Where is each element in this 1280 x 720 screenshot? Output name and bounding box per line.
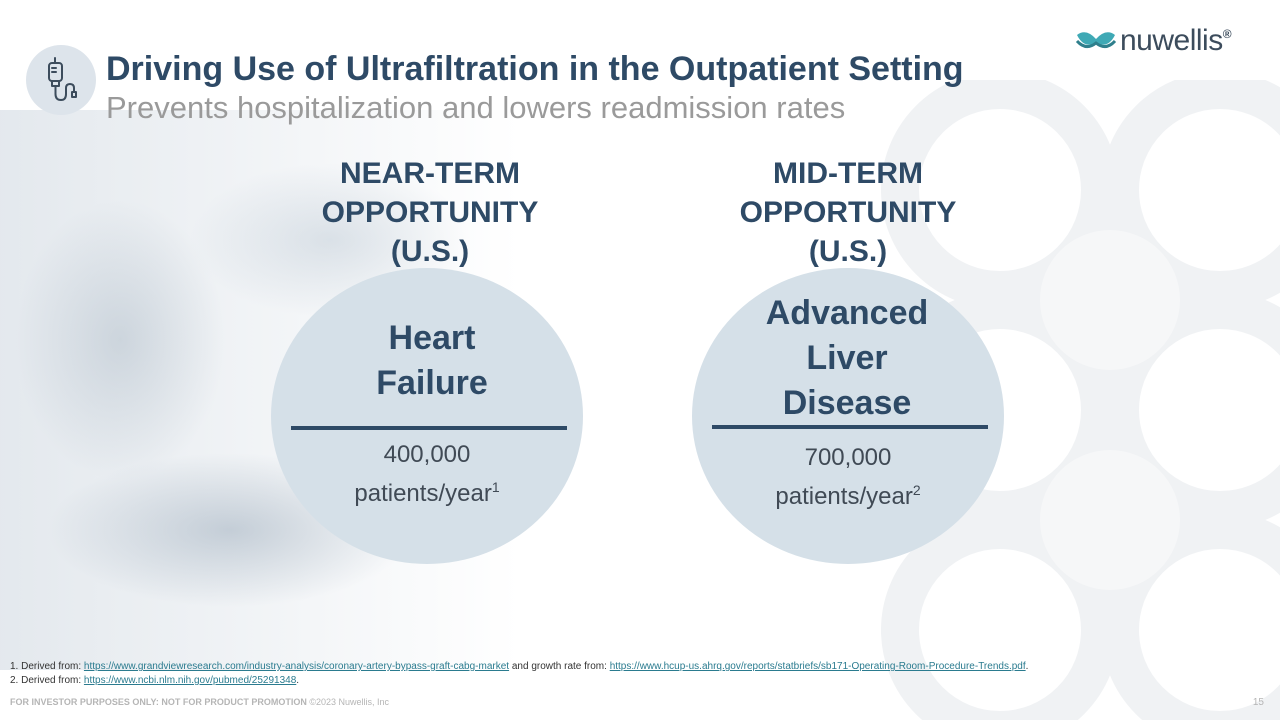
footnote-2-suffix: . xyxy=(296,675,300,686)
footnote-2: 2. Derived from: https://www.ncbi.nlm.ni… xyxy=(10,674,1028,688)
footnotes: 1. Derived from: https://www.grandviewre… xyxy=(10,660,1028,688)
condition-line: Advanced xyxy=(765,294,929,332)
stat-unit-line: patients/year2 xyxy=(692,474,1004,513)
heading-line: NEAR-TERM xyxy=(340,157,520,190)
condition-line: Disease xyxy=(782,384,912,422)
logo-wave-icon xyxy=(1076,32,1116,48)
registered-mark: ® xyxy=(1222,27,1232,41)
heading-line: MID-TERM xyxy=(773,157,923,190)
footnote-1-middle: and growth rate from: xyxy=(509,661,610,672)
heading-line: (U.S.) xyxy=(390,235,470,268)
heart-failure-stat: 400,000 patients/year1 xyxy=(271,439,583,510)
iv-bag-icon xyxy=(26,45,96,115)
page-subtitle: Prevents hospitalization and lowers read… xyxy=(106,90,846,125)
footnote-2-prefix: 2. Derived from: xyxy=(10,675,84,686)
nuwellis-logo: nuwellis ® xyxy=(1076,24,1232,58)
liver-disease-stat: 700,000 patients/year2 xyxy=(692,442,1004,513)
stat-value: 700,000 xyxy=(804,444,892,471)
heading-line: (U.S.) xyxy=(808,235,888,268)
liver-disease-circle xyxy=(692,268,1004,564)
footnote-1-link-hcup[interactable]: https://www.hcup-us.ahrq.gov/reports/sta… xyxy=(609,661,1026,672)
disclaimer-text: FOR INVESTOR PURPOSES ONLY: NOT FOR PROD… xyxy=(10,697,307,707)
footnote-1-link-grandview[interactable]: https://www.grandviewresearch.com/indust… xyxy=(83,661,510,672)
logo-wordmark: nuwellis xyxy=(1120,24,1223,57)
footnote-2-link-ncbi[interactable]: https://www.ncbi.nlm.nih.gov/pubmed/2529… xyxy=(83,675,297,686)
footnote-1: 1. Derived from: https://www.grandviewre… xyxy=(10,660,1028,674)
circle-divider xyxy=(712,425,988,429)
heading-line: OPPORTUNITY xyxy=(321,196,539,229)
page-title: Driving Use of Ultrafiltration in the Ou… xyxy=(106,50,964,88)
stat-value: 400,000 xyxy=(383,441,471,468)
mid-term-heading: MID-TERM OPPORTUNITY (U.S.) xyxy=(688,154,1008,271)
heart-failure-label: Heart Failure xyxy=(276,316,588,406)
page-number: 15 xyxy=(1252,697,1264,708)
footnote-1-prefix: 1. Derived from: xyxy=(10,661,84,672)
footnote-1-suffix: . xyxy=(1025,661,1029,672)
footnote-ref: 1 xyxy=(491,479,500,495)
stat-unit: patients/year xyxy=(354,480,492,507)
circle-divider xyxy=(291,426,567,430)
condition-line: Liver xyxy=(806,339,888,377)
stat-unit: patients/year xyxy=(775,483,913,510)
footer-disclaimer: FOR INVESTOR PURPOSES ONLY: NOT FOR PROD… xyxy=(10,697,389,707)
condition-line: Failure xyxy=(376,364,488,402)
copyright-text: ©2023 Nuwellis, Inc xyxy=(306,697,390,707)
heart-failure-circle xyxy=(271,268,583,564)
stat-unit-line: patients/year1 xyxy=(271,471,583,510)
liver-disease-label: Advanced Liver Disease xyxy=(691,291,1003,426)
near-term-heading: NEAR-TERM OPPORTUNITY (U.S.) xyxy=(270,154,590,271)
condition-line: Heart xyxy=(388,319,476,357)
footnote-ref: 2 xyxy=(912,482,921,498)
heading-line: OPPORTUNITY xyxy=(739,196,957,229)
